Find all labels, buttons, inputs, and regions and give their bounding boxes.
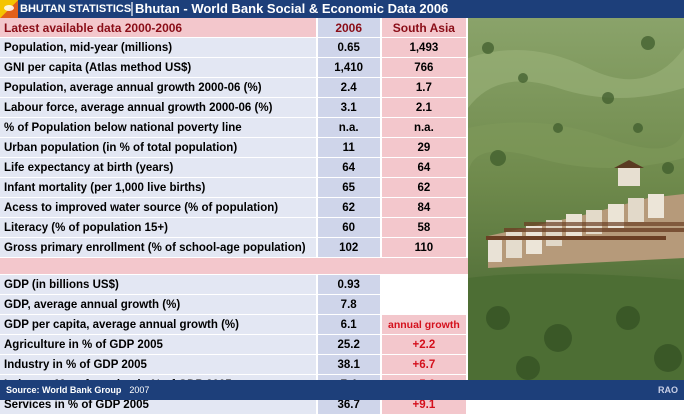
value-south-asia: 84 <box>381 198 468 218</box>
statistics-table-panel: Latest available data 2000-2006 2006 Sou… <box>0 18 468 415</box>
indicator-label: GDP, average annual growth (%) <box>0 295 318 315</box>
column-header-south-asia: South Asia <box>381 18 468 38</box>
value-south-asia: 58 <box>381 218 468 238</box>
column-header-indicator: Latest available data 2000-2006 <box>0 18 318 38</box>
value-2006: 0.93 <box>317 275 382 295</box>
indicator-label: Urban population (in % of total populati… <box>0 138 318 158</box>
value-south-asia: n.a. <box>381 118 468 138</box>
value-2006: 62 <box>317 198 382 218</box>
indicator-label: Labour force, average annual growth 2000… <box>0 98 318 118</box>
section-spacer <box>0 258 468 275</box>
value-2006: 3.1 <box>317 98 382 118</box>
indicator-label: % of Population below national poverty l… <box>0 118 318 138</box>
table-row: Acess to improved water source (% of pop… <box>0 198 468 218</box>
value-2006: n.a. <box>317 118 382 138</box>
table-row: Infant mortality (per 1,000 live births)… <box>0 178 468 198</box>
value-2006: 64 <box>317 158 382 178</box>
table-row: Labour force, average annual growth 2000… <box>0 98 468 118</box>
value-south-asia: annual growth <box>381 315 468 335</box>
value-2006: 2.4 <box>317 78 382 98</box>
table-row: % of Population below national poverty l… <box>0 118 468 138</box>
value-2006: 38.1 <box>317 355 382 375</box>
value-2006: 25.2 <box>317 335 382 355</box>
column-header-2006: 2006 <box>317 18 382 38</box>
value-south-asia: 2.1 <box>381 98 468 118</box>
source-text: Source: World Bank Group 2007 <box>6 380 149 400</box>
indicator-label: Infant mortality (per 1,000 live births) <box>0 178 318 198</box>
indicator-label: Industry in % of GDP 2005 <box>0 355 318 375</box>
value-2006: 1,410 <box>317 58 382 78</box>
bhutan-flag-icon <box>0 0 18 18</box>
indicator-label: GNI per capita (Atlas method US$) <box>0 58 318 78</box>
statistics-table: Latest available data 2000-2006 2006 Sou… <box>0 18 468 415</box>
title-bar: BHUTAN STATISTICS Bhutan - World Bank So… <box>0 0 684 18</box>
village-landscape-image <box>468 18 684 380</box>
table-row: Population, average annual growth 2000-0… <box>0 78 468 98</box>
report-title: Bhutan - World Bank Social & Economic Da… <box>135 1 449 16</box>
table-row: Life expectancy at birth (years) 64 64 <box>0 158 468 178</box>
value-2006: 7.8 <box>317 295 382 315</box>
indicator-label: GDP (in billions US$) <box>0 275 318 295</box>
indicator-label: Life expectancy at birth (years) <box>0 158 318 178</box>
value-south-asia: +2.2 <box>381 335 468 355</box>
table-row: Industry in % of GDP 2005 38.1 +6.7 <box>0 355 468 375</box>
value-south-asia <box>381 295 468 315</box>
table-row: GDP, average annual growth (%) 7.8 <box>0 295 468 315</box>
value-south-asia: 110 <box>381 238 468 258</box>
table-row: Population, mid-year (millions) 0.65 1,493 <box>0 38 468 58</box>
value-south-asia: 1.7 <box>381 78 468 98</box>
source-label: Source: World Bank Group <box>6 385 122 395</box>
table-row: Literacy (% of population 15+) 60 58 <box>0 218 468 238</box>
value-2006: 6.1 <box>317 315 382 335</box>
indicator-label: Population, mid-year (millions) <box>0 38 318 58</box>
value-south-asia <box>381 275 468 295</box>
village-photo <box>468 18 684 380</box>
table-row: GDP per capita, average annual growth (%… <box>0 315 468 335</box>
indicator-label: Literacy (% of population 15+) <box>0 218 318 238</box>
value-south-asia: 64 <box>381 158 468 178</box>
social-indicators-body: Population, mid-year (millions) 0.65 1,493… <box>0 38 468 258</box>
value-south-asia: 1,493 <box>381 38 468 58</box>
indicator-label: Population, average annual growth 2000-0… <box>0 78 318 98</box>
indicator-label: Gross primary enrollment (% of school-ag… <box>0 238 318 258</box>
title-divider <box>131 2 133 16</box>
indicator-label: GDP per capita, average annual growth (%… <box>0 315 318 335</box>
value-2006: 60 <box>317 218 382 238</box>
village-houses <box>486 160 684 268</box>
table-row: Urban population (in % of total populati… <box>0 138 468 158</box>
table-row: GDP (in billions US$) 0.93 <box>0 275 468 295</box>
table-row: GNI per capita (Atlas method US$) 1,410 76… <box>0 58 468 78</box>
value-2006: 11 <box>317 138 382 158</box>
app-title: BHUTAN STATISTICS <box>20 3 132 15</box>
value-2006: 65 <box>317 178 382 198</box>
table-row: Agriculture in % of GDP 2005 25.2 +2.2 <box>0 335 468 355</box>
value-south-asia: 29 <box>381 138 468 158</box>
value-2006: 0.65 <box>317 38 382 58</box>
indicator-label: Acess to improved water source (% of pop… <box>0 198 318 218</box>
footer-bar: Source: World Bank Group 2007 RAO <box>0 380 684 400</box>
value-south-asia: 62 <box>381 178 468 198</box>
table-row: Gross primary enrollment (% of school-ag… <box>0 238 468 258</box>
value-south-asia: 766 <box>381 58 468 78</box>
source-year: 2007 <box>129 385 150 395</box>
value-south-asia: +6.7 <box>381 355 468 375</box>
credit-label: RAO <box>658 385 678 395</box>
value-2006: 102 <box>317 238 382 258</box>
indicator-label: Agriculture in % of GDP 2005 <box>0 335 318 355</box>
table-header-row: Latest available data 2000-2006 2006 Sou… <box>0 18 468 38</box>
